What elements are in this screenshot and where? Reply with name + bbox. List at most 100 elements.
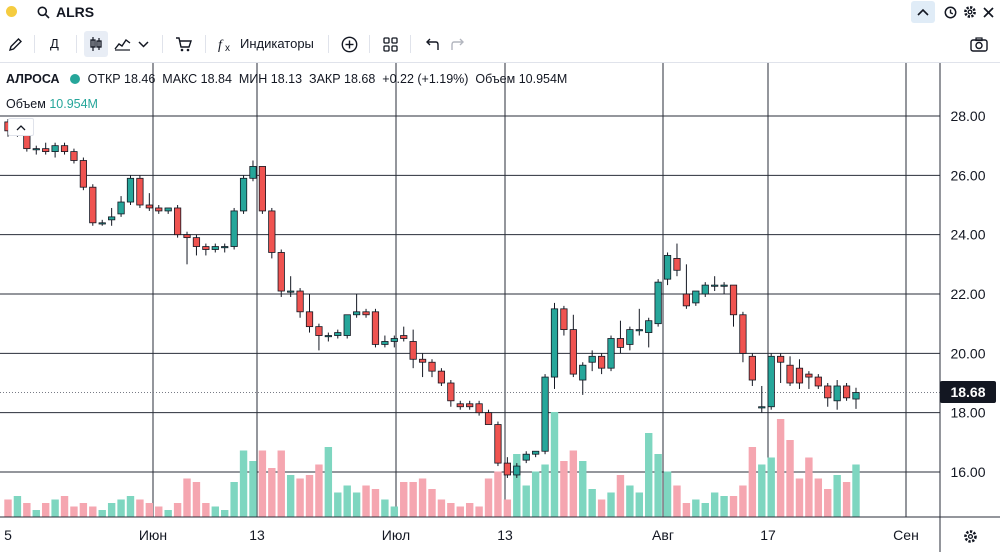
candle-body xyxy=(503,462,511,476)
redo-icon[interactable] xyxy=(448,34,468,54)
volume-bar xyxy=(324,447,333,517)
area-chart-icon[interactable] xyxy=(112,35,132,53)
toolbar-divider xyxy=(76,35,77,53)
candle-body xyxy=(126,177,135,203)
candle-body xyxy=(569,329,577,375)
candle-body xyxy=(645,320,653,333)
clock-icon[interactable] xyxy=(942,3,958,21)
candle-body xyxy=(98,222,106,225)
volume-bar xyxy=(758,464,766,517)
instrument-name[interactable]: АЛРОСА xyxy=(6,72,60,86)
volume-label: Объем xyxy=(6,97,46,111)
indicators-button[interactable]: Индикаторы xyxy=(240,36,314,51)
volume-bar xyxy=(51,499,59,517)
toolbar-divider xyxy=(410,35,411,53)
volume-bar xyxy=(465,503,474,517)
add-circle-icon[interactable] xyxy=(339,34,359,54)
volume-bar xyxy=(494,471,502,517)
candle-body xyxy=(758,406,766,409)
pencil-icon[interactable] xyxy=(6,35,24,53)
volume-bar xyxy=(786,440,794,517)
volume-bar xyxy=(833,475,841,517)
candle-body xyxy=(711,284,719,287)
candle-body xyxy=(682,293,691,307)
volume-bar xyxy=(484,478,493,517)
volume-bar xyxy=(513,454,521,517)
candle-body xyxy=(494,424,502,464)
candle-body xyxy=(155,207,163,212)
chart-settings-gear-icon[interactable] xyxy=(960,526,980,546)
camera-icon[interactable] xyxy=(968,34,990,54)
candle-body xyxy=(616,338,625,348)
candle-body xyxy=(400,335,408,339)
candle-body xyxy=(371,311,380,345)
volume-value: Объем 10.954M xyxy=(475,72,568,86)
collapse-chevron-up-icon[interactable] xyxy=(911,1,935,23)
volume-bar xyxy=(268,468,276,517)
open-value: ОТКР 18.46 xyxy=(87,72,156,86)
volume-bar xyxy=(390,506,399,517)
volume-bar xyxy=(315,464,323,517)
candle-body xyxy=(692,290,700,304)
volume-bar xyxy=(145,503,154,517)
svg-text:f: f xyxy=(218,38,224,53)
volume-bar xyxy=(767,457,775,517)
candles-icon[interactable] xyxy=(84,31,108,57)
candle-body xyxy=(334,332,342,336)
time-tick-label: 17 xyxy=(760,527,776,543)
candle-body xyxy=(305,311,314,328)
price-chart[interactable]: 28.00 26.00 24.00 22.00 20.00 18.00 16.00 5 Июн… xyxy=(0,63,1000,552)
candle-body xyxy=(268,210,276,253)
volume-bar xyxy=(409,482,417,517)
volume-bar xyxy=(164,510,172,517)
volume-bar xyxy=(824,489,832,517)
candle-body xyxy=(287,290,295,293)
candle-body xyxy=(550,308,559,378)
chevron-down-icon[interactable] xyxy=(136,37,150,51)
undo-icon[interactable] xyxy=(421,34,441,54)
volume-bar xyxy=(286,475,295,517)
gear-icon[interactable] xyxy=(962,3,978,21)
volume-bar xyxy=(13,496,22,517)
candle-body xyxy=(343,314,351,336)
volume-bar xyxy=(211,506,219,517)
volume-bar xyxy=(616,475,625,517)
price-tick-label: 24.00 xyxy=(950,227,985,243)
volume-bar xyxy=(437,499,446,517)
volume-bar xyxy=(155,506,163,517)
svg-text:x: x xyxy=(225,43,230,53)
volume-bar xyxy=(720,496,728,517)
time-tick-label: Авг xyxy=(652,527,674,543)
candle-body xyxy=(221,246,229,249)
candle-body xyxy=(437,370,446,384)
collapse-legend-chevron-icon[interactable] xyxy=(8,118,34,136)
volume-bar xyxy=(748,447,757,517)
candle-body xyxy=(588,355,596,363)
toolbar-divider xyxy=(369,35,370,53)
search-icon[interactable] xyxy=(36,4,50,20)
volume-bar xyxy=(126,496,135,517)
cart-icon[interactable] xyxy=(173,35,193,53)
symbol-search-input[interactable]: ALRS xyxy=(56,4,95,20)
volume-bar xyxy=(550,412,559,517)
close-icon[interactable] xyxy=(980,3,996,21)
candle-body xyxy=(635,329,643,332)
volume-bar xyxy=(692,499,700,517)
candle-body xyxy=(607,338,615,369)
volume-bar xyxy=(60,496,69,517)
candle-body xyxy=(654,281,662,325)
layout-grid-icon[interactable] xyxy=(380,34,400,54)
candle-body xyxy=(767,355,775,408)
volume-bar xyxy=(343,485,351,517)
volume-bar xyxy=(842,482,851,517)
price-tick-label: 20.00 xyxy=(950,345,985,361)
volume-bar xyxy=(89,506,97,517)
volume-bar xyxy=(522,485,530,517)
volume-bar xyxy=(32,510,40,517)
volume-bar xyxy=(117,499,125,517)
interval-button[interactable]: Д xyxy=(50,36,59,51)
candle-body xyxy=(484,412,493,425)
candle-body xyxy=(89,186,97,224)
